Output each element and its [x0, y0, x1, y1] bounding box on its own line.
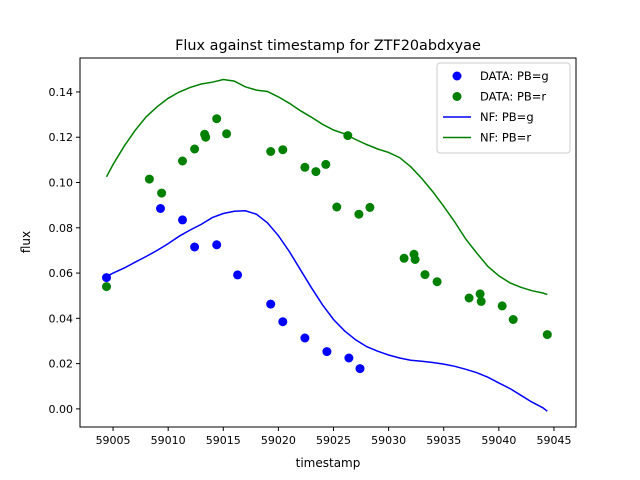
data-point-r	[365, 202, 375, 212]
data-point-r	[432, 277, 442, 287]
data-point-r	[420, 270, 430, 280]
data-point-g	[300, 333, 310, 343]
legend-label: NF: PB=r	[480, 131, 531, 145]
y-tick-label: 0.12	[49, 131, 74, 144]
data-point-r	[475, 289, 485, 299]
y-tick-label: 0.00	[49, 403, 74, 416]
data-point-r	[144, 174, 154, 184]
chart-title: Flux against timestamp for ZTF20abdxyae	[175, 38, 481, 54]
data-point-g	[233, 270, 243, 280]
x-tick-label: 59040	[481, 434, 516, 447]
data-point-r	[354, 209, 364, 219]
data-point-r	[311, 167, 321, 177]
data-point-r	[178, 156, 187, 166]
data-point-r	[266, 147, 276, 156]
data-point-g	[102, 273, 111, 283]
x-tick-label: 59010	[151, 434, 186, 447]
data-point-r	[190, 144, 200, 154]
legend-marker	[452, 71, 462, 81]
y-tick-label: 0.10	[49, 177, 74, 190]
x-tick-label: 59020	[261, 434, 296, 447]
x-tick-label: 59005	[96, 434, 131, 447]
legend-box	[436, 62, 571, 154]
data-point-r	[508, 315, 518, 324]
data-point-r	[222, 129, 232, 139]
y-axis: 0.00 0.02 0.04 0.06 0.08 0.10 0.12 0.14	[49, 86, 80, 416]
axes-frame	[79, 57, 577, 428]
plot-area	[102, 78, 552, 412]
x-axis: 59005 59010 59015 59020 59025 59030 59035 59040…	[96, 427, 571, 447]
x-tick-label: 59015	[206, 434, 241, 447]
data-point-r	[201, 132, 211, 142]
x-tick-label: 59025	[316, 434, 351, 447]
y-tick-label: 0.08	[49, 222, 74, 235]
data-point-r	[399, 253, 409, 263]
data-point-r	[332, 202, 342, 212]
data-point-g	[266, 299, 276, 309]
data-point-r	[278, 145, 288, 155]
data-point-r	[212, 114, 222, 124]
x-tick-label: 59035	[426, 434, 461, 447]
legend-label: DATA: PB=r	[480, 90, 546, 104]
data-point-g	[212, 240, 222, 250]
x-tick-label: 59030	[371, 434, 406, 447]
data-point-r	[410, 255, 420, 264]
data-point-r	[102, 282, 111, 292]
data-point-g	[156, 204, 165, 213]
data-point-g	[344, 353, 354, 363]
y-tick-label: 0.14	[49, 86, 74, 99]
x-axis-label: timestamp	[296, 456, 361, 470]
data-point-r	[497, 301, 507, 311]
data-point-r	[476, 296, 486, 306]
data-point-r	[157, 188, 167, 198]
y-tick-label: 0.04	[49, 312, 74, 325]
data-point-g	[355, 364, 365, 374]
data-point-r	[321, 159, 331, 169]
legend-marker	[452, 92, 462, 101]
data-point-g	[278, 317, 288, 327]
data-point-g	[178, 215, 187, 225]
y-tick-label: 0.06	[49, 267, 74, 280]
series-line-nf-r	[105, 78, 548, 296]
y-axis-label: flux	[19, 231, 33, 253]
data-point-r	[300, 162, 310, 172]
data-point-g	[190, 242, 200, 252]
data-point-r	[542, 330, 552, 340]
y-tick-label: 0.02	[49, 358, 74, 371]
x-tick-label: 59045	[536, 434, 571, 447]
legend-label: DATA: PB=g	[480, 69, 549, 83]
data-point-r	[343, 131, 353, 141]
data-point-r	[464, 293, 474, 303]
legend-label: NF: PB=g	[480, 110, 534, 124]
legend: DATA: PB=g DATA: PB=r NF: PB=g NF: PB=r	[436, 62, 571, 154]
data-point-g	[322, 347, 332, 357]
series-line-nf-g	[106, 210, 548, 412]
